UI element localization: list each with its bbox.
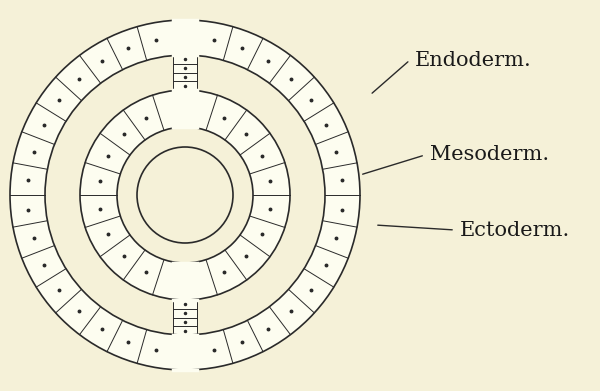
Text: Mesoderm.: Mesoderm. (430, 145, 549, 165)
Text: Endoderm.: Endoderm. (415, 50, 532, 70)
Circle shape (137, 147, 233, 243)
Polygon shape (80, 90, 290, 300)
Bar (173, 55, 197, 90)
Polygon shape (10, 20, 360, 370)
Bar (173, 300, 197, 335)
Text: Ectoderm.: Ectoderm. (460, 221, 570, 240)
